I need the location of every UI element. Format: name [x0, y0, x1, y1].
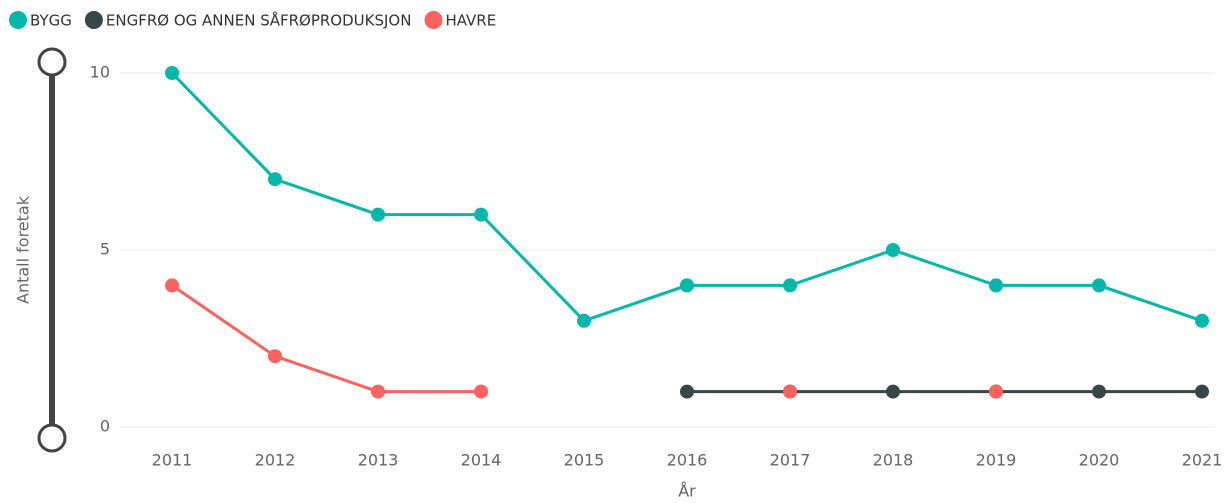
x-tick-label: 2019 — [976, 451, 1017, 470]
y-axis-label: Antall foretak — [14, 195, 33, 304]
legend-label: BYGG — [30, 12, 72, 30]
data-point — [989, 384, 1003, 399]
legend-label: ENGFRØ OG ANNEN SÅFRØPRODUKSJON — [106, 11, 412, 30]
data-point — [1195, 384, 1209, 399]
y-tick-label: 0 — [100, 417, 110, 436]
data-point — [165, 66, 179, 80]
data-point — [783, 384, 797, 399]
legend-label: HAVRE — [445, 12, 496, 30]
x-tick-label: 2020 — [1079, 451, 1120, 470]
x-tick-label: 2016 — [667, 451, 708, 470]
data-point — [268, 349, 282, 364]
data-point — [474, 207, 488, 222]
slider-handle[interactable] — [37, 423, 67, 453]
x-tick-label: 2014 — [461, 451, 502, 470]
x-tick-label: 2017 — [770, 451, 811, 470]
data-point — [577, 313, 591, 328]
data-point — [474, 384, 488, 399]
data-point — [886, 384, 900, 399]
slider-handle[interactable] — [37, 47, 67, 77]
legend-marker — [9, 11, 27, 29]
y-tick-label: 5 — [100, 240, 110, 259]
data-point — [783, 278, 797, 293]
data-point — [1092, 384, 1106, 399]
data-point — [989, 278, 1003, 293]
data-point — [1195, 313, 1209, 328]
data-point — [1092, 278, 1106, 293]
data-point — [371, 207, 385, 222]
y-tick-label: 10 — [90, 63, 110, 82]
x-tick-label: 2015 — [564, 451, 605, 470]
legend-marker — [424, 11, 443, 29]
legend-marker — [84, 11, 103, 29]
data-point — [268, 172, 282, 187]
x-tick-label: 2011 — [152, 451, 193, 470]
x-tick-label: 2018 — [873, 451, 914, 470]
data-point — [680, 384, 694, 399]
data-point — [680, 278, 694, 293]
zoom-slider[interactable] — [37, 47, 67, 453]
x-axis-label: År — [678, 482, 696, 501]
x-tick-label: 2013 — [358, 451, 399, 470]
x-tick-label: 2021 — [1182, 451, 1223, 470]
x-tick-label: 2012 — [255, 451, 296, 470]
series-line — [171, 284, 481, 394]
data-point — [886, 243, 900, 257]
data-point — [165, 278, 179, 293]
data-point — [371, 384, 385, 399]
